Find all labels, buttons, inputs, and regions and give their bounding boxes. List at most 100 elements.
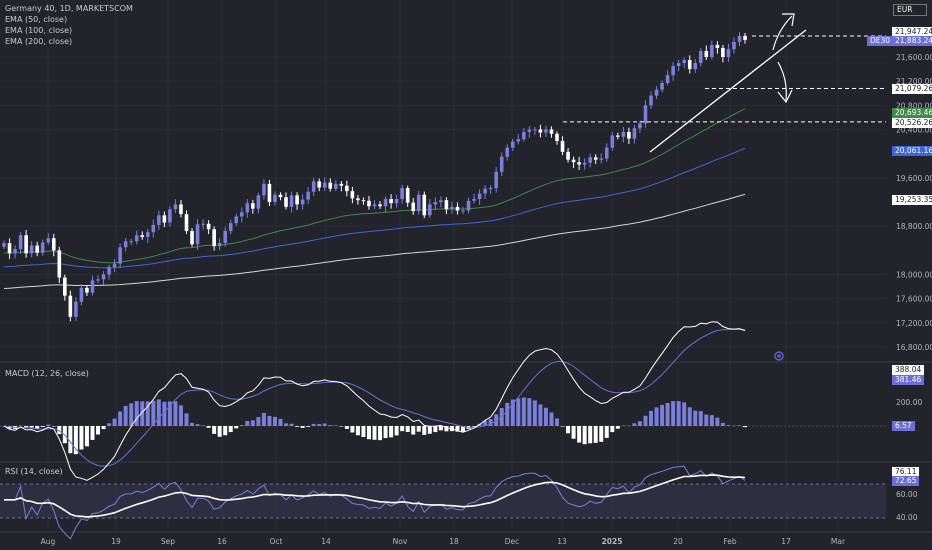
macd-hist-24 (134, 401, 139, 426)
rsi-ma-line (4, 474, 746, 518)
macd-hist-106 (588, 426, 593, 444)
candle-59 (328, 182, 333, 189)
candle-93 (516, 139, 521, 142)
candle-116 (643, 105, 648, 124)
macd-hist-59 (328, 425, 333, 426)
macd-hist-6 (35, 426, 40, 429)
candle-50 (278, 194, 283, 198)
candle-22 (123, 241, 128, 248)
candle-57 (317, 181, 322, 188)
macd-hist-39 (217, 426, 222, 437)
candle-124 (687, 60, 692, 70)
macd-hist-67 (372, 426, 377, 440)
macd-hist-112 (621, 425, 626, 427)
macd-hist-46 (256, 417, 261, 426)
macd-hist-111 (615, 426, 620, 429)
ema-lines (3, 108, 746, 289)
macd-title[interactable]: MACD (12, 26, close) (5, 369, 89, 378)
rsi-title[interactable]: RSI (14, close) (5, 467, 63, 476)
macd-hist-73 (405, 426, 410, 433)
macd-hist-49 (272, 416, 277, 426)
candle-104 (577, 162, 581, 165)
hist-badge: 6.57 (892, 421, 915, 431)
macd-hist-57 (317, 424, 322, 426)
macd-hist-19 (107, 423, 112, 426)
macd-hist-16 (90, 426, 95, 440)
macd-hist-108 (599, 426, 604, 442)
macd-hist-50 (278, 418, 283, 426)
candle-41 (228, 223, 233, 231)
candle-98 (544, 129, 548, 133)
candle-89 (494, 171, 498, 189)
price-tick-7: 17,600.00 (896, 295, 932, 304)
macd-hist-65 (361, 426, 366, 437)
candle-84 (466, 200, 471, 211)
candle-132 (732, 41, 736, 50)
candle-35 (195, 224, 200, 245)
candle-91 (505, 147, 510, 157)
candle-92 (510, 141, 515, 148)
candle-109 (604, 147, 609, 159)
legend-ema50[interactable]: EMA (50, close) (5, 15, 68, 24)
macd-hist-38 (212, 426, 217, 434)
candle-34 (190, 231, 194, 245)
candle-62 (345, 185, 349, 192)
macd-hist-47 (261, 412, 266, 426)
macd-hist-88 (488, 419, 493, 426)
candle-1 (7, 243, 12, 254)
time-label-8: Dec (505, 537, 520, 546)
price-tick-9: 16,800.00 (896, 343, 932, 352)
candle-128 (710, 44, 714, 57)
price-tick-6: 18,000.00 (896, 271, 932, 280)
macd-hist-115 (637, 421, 642, 426)
macd-hist-18 (101, 426, 106, 430)
drawings (563, 13, 886, 361)
macd-hist-97 (538, 404, 543, 426)
candle-12 (68, 295, 73, 317)
ema100-badge: 20,061.16 (892, 146, 932, 156)
macd-hist-62 (344, 426, 349, 429)
macd-hist-54 (300, 426, 305, 428)
legend-ema200[interactable]: EMA (200, close) (5, 37, 73, 46)
macd-hist-60 (333, 425, 338, 426)
macd-hist-22 (123, 405, 128, 426)
macd-hist-82 (455, 426, 460, 432)
candle-115 (638, 123, 642, 129)
candle-80 (444, 200, 449, 210)
macd-hist-72 (400, 426, 405, 432)
legend-ema100[interactable]: EMA (100, close) (5, 26, 73, 35)
macd-hist-31 (173, 401, 178, 426)
candle-60 (334, 183, 338, 189)
currency-button[interactable]: EUR (893, 4, 927, 16)
last-price-badge: 21,883.24 (892, 36, 932, 46)
candle-123 (682, 60, 686, 64)
macd-hist-77 (427, 426, 432, 434)
candle-61 (339, 183, 344, 186)
macd-hist-3 (18, 425, 23, 427)
macd-hist-37 (206, 426, 211, 428)
macd-hist-94 (521, 397, 526, 426)
candle-52 (289, 195, 294, 207)
level-badge-2: 21,079.26 (892, 84, 932, 94)
candle-95 (527, 129, 532, 132)
time-label-11: 20 (673, 537, 683, 546)
candle-82 (455, 206, 460, 211)
macd-hist-41 (228, 426, 233, 433)
candle-130 (721, 47, 725, 57)
marker-dot-inner (777, 354, 781, 358)
rsi-line (4, 465, 746, 540)
candle-65 (361, 200, 366, 202)
candle-47 (262, 183, 266, 196)
macd-hist-98 (543, 407, 548, 426)
macd-hist-40 (223, 426, 228, 436)
macd-hist-45 (250, 420, 255, 426)
time-label-7: 18 (449, 537, 459, 546)
candle-44 (245, 203, 250, 213)
candle-125 (693, 63, 698, 70)
macd-hist-10 (57, 426, 62, 435)
macd-hist-124 (687, 407, 692, 426)
time-label-5: 14 (321, 537, 331, 546)
macd-hist-87 (483, 420, 488, 426)
macd-hist-105 (582, 426, 587, 445)
